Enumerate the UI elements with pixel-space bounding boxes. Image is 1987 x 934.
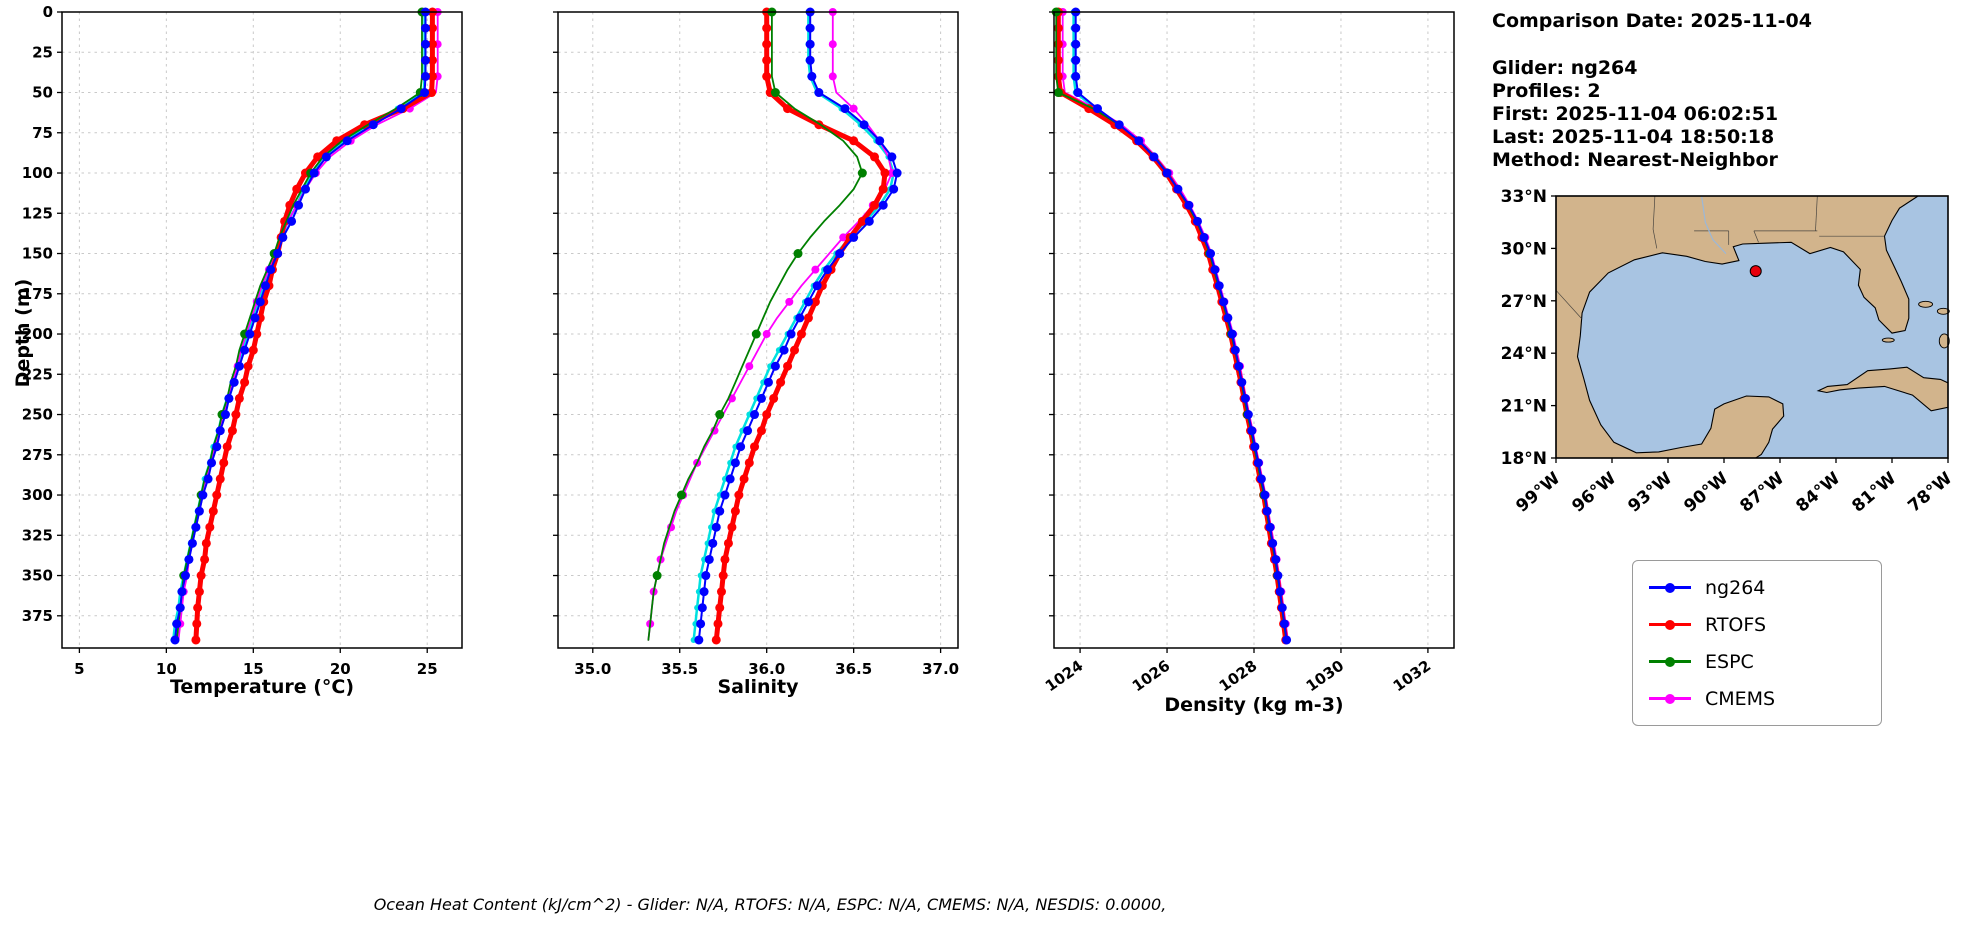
svg-text:1032: 1032 (1390, 657, 1435, 696)
svg-text:21°N: 21°N (1501, 397, 1547, 417)
comparison-info-panel: Comparison Date: 2025-11-04 Glider: ng26… (1492, 10, 1812, 172)
temperature-panel: 5 10 15 20 250255075100125150175200225250275… (22, 3, 463, 678)
svg-text:0: 0 (43, 3, 53, 21)
legend-label: ESPC (1705, 650, 1754, 673)
legend-item-ng264: ng264 (1633, 569, 1881, 606)
legend-label: CMEMS (1705, 687, 1776, 710)
ocean-heat-content-note: Ocean Heat Content (kJ/cm^2) - Glider: N… (373, 895, 1167, 914)
svg-text:81°W: 81°W (1848, 468, 1900, 516)
svg-text:50: 50 (32, 84, 53, 102)
glider-name: Glider: ng264 (1492, 57, 1638, 79)
svg-text:93°W: 93°W (1624, 468, 1676, 516)
svg-text:100: 100 (22, 164, 53, 182)
svg-text:18°N: 18°N (1501, 449, 1547, 469)
svg-text:225: 225 (22, 365, 53, 383)
svg-text:20: 20 (330, 660, 351, 678)
density-series (1051, 7, 1292, 645)
svg-text:350: 350 (22, 567, 53, 585)
salinity-axis-label: Salinity (717, 676, 799, 698)
svg-text:250: 250 (22, 406, 53, 424)
svg-text:33°N: 33°N (1501, 187, 1547, 207)
svg-text:24°N: 24°N (1501, 344, 1547, 364)
density-axis-label: Density (kg m-3) (1164, 694, 1344, 716)
svg-text:15: 15 (243, 660, 264, 678)
svg-text:75: 75 (32, 124, 53, 142)
svg-text:36.0: 36.0 (748, 660, 785, 678)
svg-text:99°W: 99°W (1512, 468, 1564, 516)
svg-text:35.5: 35.5 (661, 660, 698, 678)
legend-item-cmems: CMEMS (1633, 680, 1881, 717)
svg-text:87°W: 87°W (1736, 468, 1788, 516)
svg-text:275: 275 (22, 446, 53, 464)
ng264-line-marker-icon (1649, 583, 1691, 593)
legend-item-espc: ESPC (1633, 643, 1881, 680)
temperature-series (170, 7, 442, 645)
first-profile-time: First: 2025-11-04 06:02:51 (1492, 103, 1779, 125)
svg-text:1026: 1026 (1129, 657, 1174, 696)
svg-text:35.0: 35.0 (574, 660, 611, 678)
last-profile-time: Last: 2025-11-04 18:50:18 (1492, 126, 1775, 148)
svg-text:25: 25 (32, 43, 53, 61)
svg-text:37.0: 37.0 (922, 660, 959, 678)
salinity-ng264-curve (694, 7, 902, 645)
legend-label: RTOFS (1705, 613, 1767, 636)
salinity-panel: 35.0 35.5 36.0 36.5 37.0 (553, 7, 959, 678)
svg-text:200: 200 (22, 325, 53, 343)
comparison-date: Comparison Date: 2025-11-04 (1492, 10, 1812, 32)
svg-text:84°W: 84°W (1792, 468, 1844, 516)
svg-text:36.5: 36.5 (835, 660, 872, 678)
svg-text:30°N: 30°N (1501, 239, 1547, 259)
svg-text:150: 150 (22, 245, 53, 263)
salinity-rtofs-curve (711, 7, 890, 645)
mainland-landmass (1555, 195, 1920, 459)
legend: ng264 RTOFS ESPC CMEMS (1632, 560, 1882, 726)
method: Method: Nearest-Neighbor (1492, 149, 1778, 171)
rtofs-line-marker-icon (1649, 620, 1691, 630)
temperature-axis-label: Temperature (°C) (169, 676, 355, 698)
gulf-of-mexico-map: 33°N 30°N 27°N 24°N 21°N 18°N99°W 96°W 93°W 90°W… (1501, 187, 1957, 517)
espc-line-marker-icon (1649, 657, 1691, 667)
svg-text:125: 125 (22, 204, 53, 222)
svg-text:1028: 1028 (1216, 657, 1261, 696)
temperature-ng264-curve (170, 7, 430, 645)
svg-text:300: 300 (22, 486, 53, 504)
svg-text:90°W: 90°W (1680, 468, 1732, 516)
density-ng264-curve (1071, 7, 1292, 645)
svg-text:1030: 1030 (1303, 657, 1348, 696)
svg-text:175: 175 (22, 285, 53, 303)
salinity-series (646, 7, 902, 645)
density-panel: 1024 1026 1028 1030 1032 (1042, 7, 1455, 696)
legend-label: ng264 (1705, 576, 1766, 599)
cmems-line-marker-icon (1649, 694, 1691, 704)
svg-text:27°N: 27°N (1501, 292, 1547, 312)
legend-item-rtofs: RTOFS (1633, 606, 1881, 643)
svg-text:10: 10 (156, 660, 177, 678)
svg-text:96°W: 96°W (1568, 468, 1620, 516)
svg-text:78°W: 78°W (1904, 468, 1956, 516)
svg-text:325: 325 (22, 526, 53, 544)
profiles-count: Profiles: 2 (1492, 80, 1601, 102)
svg-text:1024: 1024 (1042, 657, 1087, 696)
svg-text:5: 5 (74, 660, 84, 678)
depth-axis-label: Depth (m) (12, 278, 34, 388)
glider-location-marker (1749, 265, 1762, 278)
svg-text:375: 375 (22, 607, 53, 625)
svg-text:25: 25 (417, 660, 438, 678)
